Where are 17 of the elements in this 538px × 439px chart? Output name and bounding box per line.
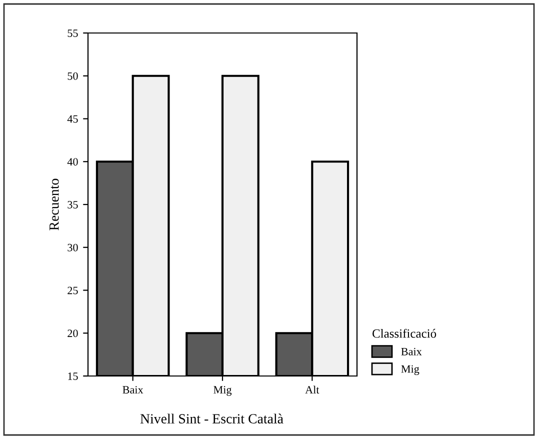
legend-label: Baix [401, 348, 422, 356]
x-tick-label: Mig [214, 386, 232, 396]
y-tick-label: 40 [67, 158, 78, 166]
y-tick-label: 35 [68, 200, 78, 208]
x-axis-title: Nivell Sint - Escrit Català [140, 414, 284, 424]
y-tick-label: 30 [68, 244, 78, 252]
y-tick-label: 15 [68, 372, 78, 380]
legend-title: Classificació [372, 328, 436, 338]
legend-label: Mig [401, 365, 420, 376]
y-tick-label: 20 [68, 330, 78, 338]
y-tick-label: 25 [68, 286, 78, 294]
x-tick-label: Alt [305, 386, 320, 394]
y-axis-title: Recuento [50, 178, 59, 230]
y-tick-label: 55 [68, 30, 78, 37]
y-tick-label: 45 [67, 115, 78, 123]
y-tick-label: 50 [68, 72, 78, 80]
x-tick-label: Baix [122, 386, 144, 394]
